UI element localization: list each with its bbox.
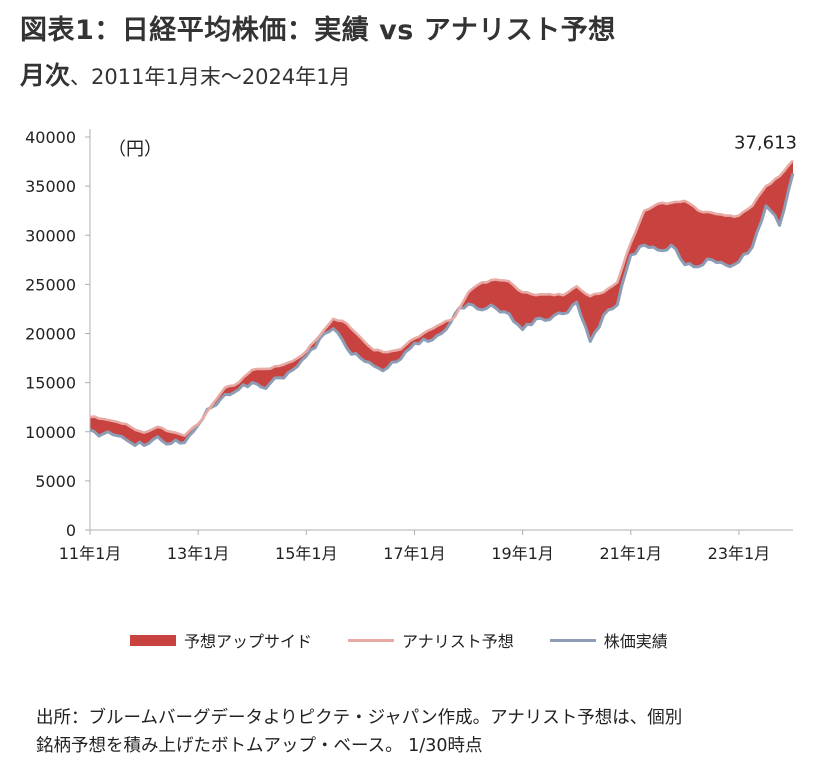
y-tick-label: 40000 <box>25 128 76 147</box>
legend-swatch-upside <box>130 634 176 646</box>
subtitle-period: 、2011年1月末～2024年1月 <box>70 65 351 89</box>
subtitle-main: 月次 <box>20 61 71 90</box>
chart-legend: 予想アップサイド アナリスト予想 株価実績 <box>130 628 817 652</box>
legend-label-actual: 株価実績 <box>603 632 668 651</box>
y-tick-label: 35000 <box>25 177 76 196</box>
x-tick-label: 15年1月 <box>275 544 338 563</box>
legend-item-actual: 株価実績 <box>549 628 668 652</box>
x-tick-label: 19年1月 <box>491 544 554 563</box>
legend-item-upside: 予想アップサイド <box>130 628 312 652</box>
source-line-2: 銘柄予想を積み上げたボトムアップ・ベース。 1/30時点 <box>36 736 483 756</box>
upside-band <box>90 160 793 446</box>
x-tick-label: 17年1月 <box>383 544 446 563</box>
y-tick-label: 10000 <box>25 423 76 442</box>
legend-label-forecast: アナリスト予想 <box>402 632 514 651</box>
y-tick-label: 15000 <box>25 374 76 393</box>
chart-subtitle: 月次、2011年1月末～2024年1月 <box>20 56 351 92</box>
x-tick-label: 23年1月 <box>708 544 771 563</box>
x-tick-label: 13年1月 <box>167 544 230 563</box>
source-line-1: 出所：ブルームバーグデータよりピクテ・ジャパン作成。アナリスト予想は、個別 <box>36 708 683 728</box>
series-line-forecast <box>89 159 794 437</box>
y-unit-label: （円） <box>108 139 162 160</box>
chart-title: 図表1：日経平均株価：実績 vs アナリスト予想 <box>20 15 616 46</box>
y-tick-label: 5000 <box>35 472 76 491</box>
plot-area: 0 5000 10000 15000 20000 25000 30000 35000 40000… <box>25 128 797 563</box>
y-tick-label: 25000 <box>25 275 76 294</box>
x-tick-label: 21年1月 <box>599 544 662 563</box>
y-tick-label: 0 <box>66 521 76 540</box>
nikkei-chart: 0 5000 10000 15000 20000 25000 30000 35000 40000… <box>25 128 797 563</box>
last-value-annotation: 37,613 <box>734 132 797 153</box>
y-tick-label: 20000 <box>25 325 76 344</box>
source-note: 出所：ブルームバーグデータよりピクテ・ジャパン作成。アナリスト予想は、個別 銘柄… <box>36 704 806 760</box>
legend-swatch-actual <box>549 638 596 642</box>
legend-item-forecast: アナリスト予想 <box>348 628 514 652</box>
x-tick-label: 11年1月 <box>59 544 122 563</box>
legend-swatch-forecast <box>348 638 395 642</box>
legend-label-upside: 予想アップサイド <box>184 632 313 651</box>
y-tick-label: 30000 <box>25 226 76 245</box>
